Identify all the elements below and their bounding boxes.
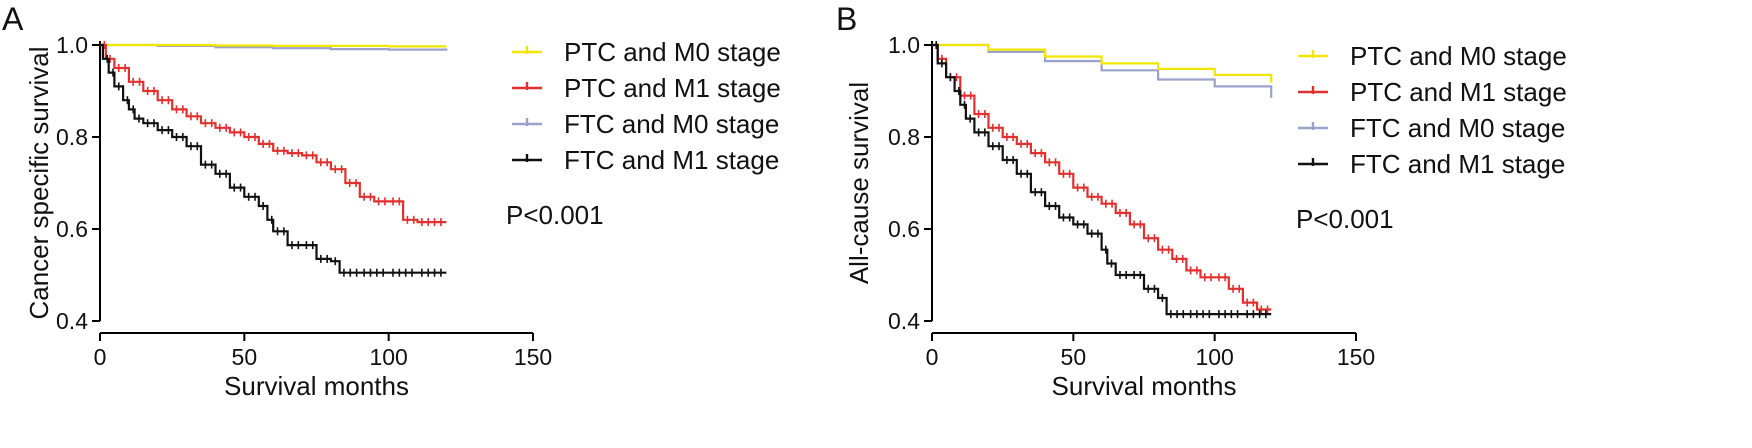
y-tick-label: 0.6 bbox=[56, 216, 88, 242]
legend-label: FTC and M0 stage bbox=[1350, 113, 1565, 143]
x-tick-label: 100 bbox=[1195, 344, 1233, 370]
x-axis-title: Survival months bbox=[224, 371, 409, 401]
y-tick-label: 0.8 bbox=[888, 124, 920, 150]
y-axis-title: All-cause survival bbox=[844, 82, 874, 284]
y-tick-label: 0.8 bbox=[56, 124, 88, 150]
panel-letter: B bbox=[836, 1, 857, 37]
survival-curve-ftc-m0 bbox=[932, 43, 1273, 98]
legend-label: FTC and M1 stage bbox=[564, 145, 779, 175]
x-tick-label: 150 bbox=[514, 344, 552, 370]
legend-label: PTC and M1 stage bbox=[1350, 77, 1567, 107]
x-tick-label: 50 bbox=[1061, 344, 1087, 370]
survival-curve-ftc-m1 bbox=[932, 43, 1272, 316]
legend-label: PTC and M0 stage bbox=[564, 37, 781, 67]
x-tick-label: 100 bbox=[369, 344, 407, 370]
y-tick-label: 0.4 bbox=[888, 308, 920, 334]
legend-label: FTC and M0 stage bbox=[564, 109, 779, 139]
survival-curve-ptc-m0 bbox=[932, 43, 1273, 83]
x-tick-label: 50 bbox=[232, 344, 258, 370]
x-tick-label: 0 bbox=[94, 344, 107, 370]
legend-label: PTC and M1 stage bbox=[564, 73, 781, 103]
x-axis-title: Survival months bbox=[1052, 371, 1237, 401]
survival-curve-ptc-m1 bbox=[100, 43, 447, 224]
survival-curve-ftc-m1 bbox=[100, 43, 447, 274]
y-tick-label: 1.0 bbox=[56, 32, 88, 58]
x-tick-label: 150 bbox=[1337, 344, 1375, 370]
y-axis-title: Cancer specific survival bbox=[24, 46, 54, 319]
y-tick-label: 0.4 bbox=[56, 308, 88, 334]
legend-label: FTC and M1 stage bbox=[1350, 149, 1565, 179]
panel-letter: A bbox=[2, 1, 24, 37]
p-value-annotation: P<0.001 bbox=[1296, 204, 1394, 234]
x-tick-label: 0 bbox=[926, 344, 939, 370]
chart-panel-a: A 0.4 0.6 0.8 1.0 0 50 100 150 Survival months Can… bbox=[2, 1, 781, 401]
y-tick-label: 1.0 bbox=[888, 32, 920, 58]
survival-curve-ptc-m1 bbox=[932, 43, 1272, 311]
legend-label: PTC and M0 stage bbox=[1350, 41, 1567, 71]
survival-curve-ptc-m0 bbox=[100, 43, 447, 48]
chart-panel-b: B 0.4 0.6 0.8 1.0 0 50 100 150 Survival months All… bbox=[836, 1, 1567, 401]
y-tick-label: 0.6 bbox=[888, 216, 920, 242]
p-value-annotation: P<0.001 bbox=[506, 200, 604, 230]
